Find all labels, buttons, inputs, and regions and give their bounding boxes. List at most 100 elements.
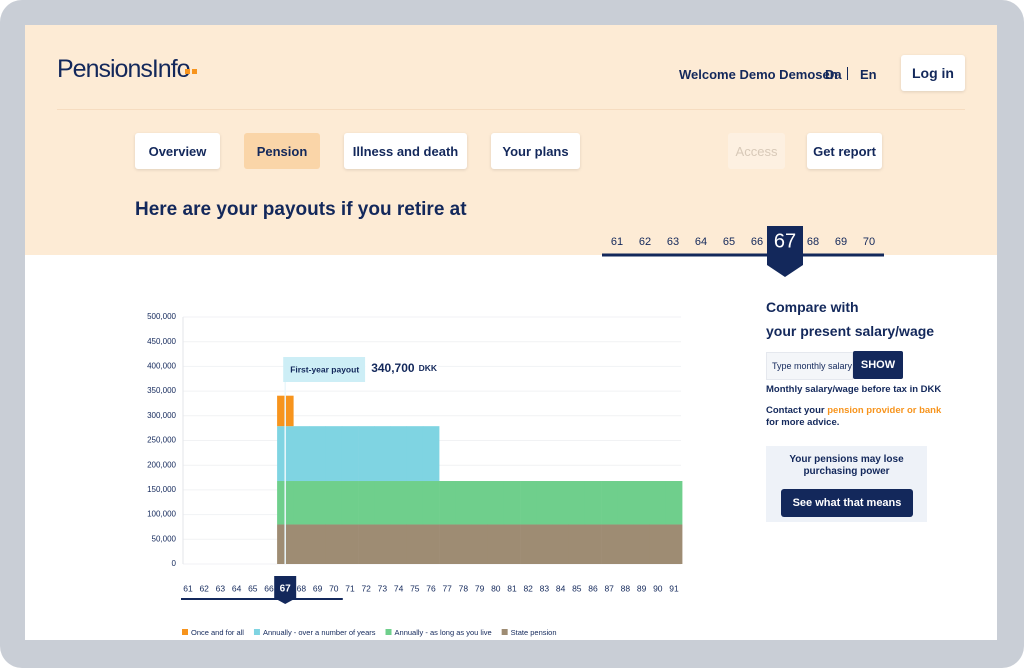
age-option[interactable]: 70 <box>863 236 875 248</box>
login-button[interactable]: Log in <box>901 55 965 91</box>
x-tick-label: 81 <box>507 583 517 593</box>
bar-segment <box>665 481 683 525</box>
legend-swatch <box>182 629 188 635</box>
tooltip-title: First-year payout <box>290 364 359 374</box>
contact-before: Contact your <box>766 405 825 416</box>
bar-segment <box>487 481 505 525</box>
bar-segment <box>471 524 488 564</box>
bar-segment <box>374 426 391 482</box>
y-tick-label: 0 <box>172 559 177 568</box>
bar-segment <box>487 524 505 564</box>
y-tick-label: 350,000 <box>147 386 176 395</box>
compare-title-line: your present salary/wage <box>766 323 935 339</box>
nav-button[interactable]: Overview <box>135 133 220 169</box>
x-tick-label: 84 <box>556 583 566 593</box>
bar-segment <box>406 481 424 525</box>
nav-button[interactable]: Your plans <box>491 133 580 169</box>
y-tick-label: 200,000 <box>147 460 176 469</box>
bar-segment <box>520 481 537 525</box>
age-option[interactable]: 61 <box>611 236 623 248</box>
x-tick-label: 67 <box>280 584 292 595</box>
nav-button[interactable]: Illness and death <box>344 133 467 169</box>
tooltip-value-bg <box>365 357 439 382</box>
salary-input[interactable]: Type monthly salary <box>766 352 853 380</box>
bar-segment <box>633 524 650 564</box>
age-option[interactable]: 65 <box>723 236 735 248</box>
bar-segment <box>568 481 586 525</box>
bar-segment <box>341 426 359 482</box>
y-tick-label: 500,000 <box>147 312 176 321</box>
y-tick-label: 100,000 <box>147 510 176 519</box>
language-da[interactable]: Da <box>825 67 842 82</box>
show-button[interactable]: SHOW <box>853 351 903 379</box>
bar-segment <box>341 524 359 564</box>
x-tick-label: 90 <box>653 583 663 593</box>
bar-segment <box>422 524 440 564</box>
y-tick-label: 150,000 <box>147 485 176 494</box>
bar-segment <box>422 426 440 482</box>
salary-hint: Monthly salary/wage before tax in DKK <box>766 384 942 395</box>
bar-segment <box>568 524 586 564</box>
x-tick-label: 77 <box>442 583 452 593</box>
bar-segment <box>455 524 472 564</box>
language-separator <box>847 67 848 80</box>
x-tick-label: 86 <box>588 583 598 593</box>
bar-segment <box>552 524 569 564</box>
age-option[interactable]: 69 <box>835 236 847 248</box>
age-option[interactable]: 63 <box>667 236 679 248</box>
x-tick-label: 68 <box>297 583 307 593</box>
bar-segment <box>309 426 326 482</box>
x-tick-label: 82 <box>523 583 533 593</box>
y-tick-label: 400,000 <box>147 362 176 371</box>
bar-segment <box>390 524 407 564</box>
bar-segment <box>341 481 359 525</box>
notice-line: Your pensions may lose <box>789 454 904 465</box>
x-tick-label: 76 <box>426 583 436 593</box>
bar-segment <box>439 524 456 564</box>
x-tick-label: 88 <box>621 583 631 593</box>
age-option[interactable]: 62 <box>639 236 651 248</box>
nav-button[interactable]: Pension <box>244 133 320 169</box>
x-tick-label: 66 <box>264 583 274 593</box>
bar-segment <box>552 481 569 525</box>
bar-segment <box>309 481 326 525</box>
x-tick-label: 62 <box>199 583 209 593</box>
age-option[interactable]: 64 <box>695 236 707 248</box>
nav-button[interactable]: Get report <box>807 133 882 169</box>
nav-button[interactable]: Access <box>728 133 785 169</box>
bar-segment <box>536 481 553 525</box>
language-en[interactable]: En <box>860 67 877 82</box>
x-tick-label: 87 <box>604 583 614 593</box>
x-tick-label: 69 <box>313 583 323 593</box>
legend-label: Annually - as long as you live <box>395 628 492 637</box>
bar-segment <box>325 481 343 525</box>
bar-segment <box>325 524 343 564</box>
contact-link[interactable]: pension provider or bank <box>827 405 942 416</box>
x-tick-label: 78 <box>459 583 469 593</box>
legend-swatch <box>253 629 260 635</box>
x-tick-label: 65 <box>248 583 258 593</box>
bar-segment <box>390 481 407 525</box>
x-tick-label: 89 <box>637 583 647 593</box>
bar-segment <box>309 524 326 564</box>
bar-segment <box>422 481 440 525</box>
bar-segment <box>665 524 683 564</box>
legend-swatch <box>385 629 392 635</box>
age-marker[interactable] <box>767 226 803 277</box>
bar-segment <box>520 524 537 564</box>
heading: Here are your payouts if you retire at <box>135 199 467 220</box>
logo-dots <box>185 69 197 74</box>
bar-segment <box>601 481 618 525</box>
age-option[interactable]: 66 <box>751 236 763 248</box>
notice-button[interactable]: See what that means <box>781 489 913 517</box>
x-tick-label: 72 <box>361 583 371 593</box>
x-tick-label: 73 <box>378 583 388 593</box>
bar-segment <box>293 426 310 482</box>
x-tick-label: 63 <box>216 583 226 593</box>
bar-segment <box>439 481 456 525</box>
bar-segment <box>649 524 667 564</box>
legend-label: Once and for all <box>191 628 244 637</box>
age-option[interactable]: 68 <box>807 236 819 248</box>
logo[interactable]: PensionsInfo <box>57 55 191 83</box>
